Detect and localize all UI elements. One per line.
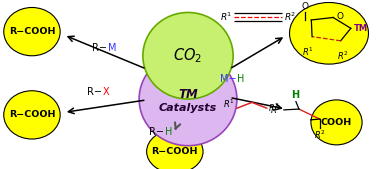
Text: H: H bbox=[165, 127, 173, 137]
Text: R−: R− bbox=[149, 127, 164, 137]
Text: R−COOH: R−COOH bbox=[9, 110, 55, 119]
Ellipse shape bbox=[4, 7, 60, 56]
Text: Catalysts: Catalysts bbox=[159, 103, 217, 113]
Text: H: H bbox=[237, 74, 244, 84]
Text: COOH: COOH bbox=[321, 118, 352, 127]
Ellipse shape bbox=[290, 3, 368, 64]
Text: R−: R− bbox=[86, 87, 102, 97]
Ellipse shape bbox=[311, 100, 362, 145]
Text: O: O bbox=[337, 12, 344, 21]
Text: H: H bbox=[291, 90, 299, 100]
Text: TM: TM bbox=[354, 24, 368, 33]
Text: X: X bbox=[102, 87, 109, 97]
Text: $R^1$: $R^1$ bbox=[223, 98, 235, 110]
Text: $R^1$: $R^1$ bbox=[220, 11, 232, 23]
Ellipse shape bbox=[147, 130, 203, 169]
Text: R−COOH: R−COOH bbox=[9, 27, 55, 36]
Text: TM: TM bbox=[178, 88, 198, 101]
Text: $R^1$: $R^1$ bbox=[270, 104, 282, 116]
Text: $R^2$: $R^2$ bbox=[268, 102, 279, 114]
Text: $\mathbf{\mathit{CO_2}}$: $\mathbf{\mathit{CO_2}}$ bbox=[173, 46, 203, 65]
Ellipse shape bbox=[4, 91, 60, 139]
Text: M: M bbox=[108, 43, 117, 53]
Text: O: O bbox=[301, 2, 308, 11]
Text: $R^2$: $R^2$ bbox=[337, 50, 349, 62]
Text: R−COOH: R−COOH bbox=[152, 147, 198, 156]
Text: $R^2$: $R^2$ bbox=[314, 129, 326, 141]
Text: M−: M− bbox=[220, 74, 236, 84]
Text: $R^2$: $R^2$ bbox=[284, 11, 296, 23]
Ellipse shape bbox=[139, 52, 237, 146]
Ellipse shape bbox=[143, 13, 233, 99]
Text: R−: R− bbox=[92, 43, 107, 53]
Text: $R^1$: $R^1$ bbox=[302, 46, 313, 58]
